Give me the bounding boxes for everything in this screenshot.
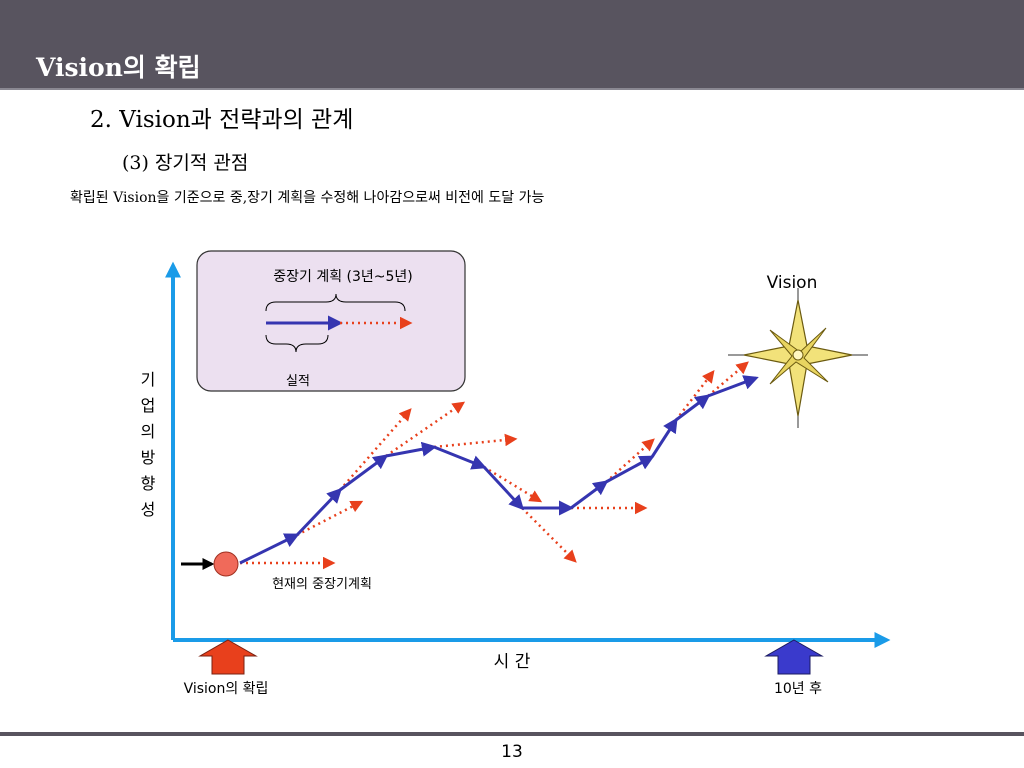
actual-segment xyxy=(675,394,711,422)
actual-segment xyxy=(385,441,437,458)
slide-header: Vision의 확립 xyxy=(0,0,1024,88)
ten-years-marker xyxy=(764,639,824,675)
page-number: 13 xyxy=(501,742,523,762)
header-divider xyxy=(0,88,1024,90)
plan-arrow xyxy=(296,500,364,537)
y-axis-label-char: 향 xyxy=(141,474,156,493)
actual-segment xyxy=(239,533,300,565)
plan-arrow xyxy=(339,408,412,491)
vision-star-icon xyxy=(728,288,868,428)
plan-arrow xyxy=(707,361,749,397)
actual-segment xyxy=(605,455,655,484)
current-plan-label: 현재의 중장기계획 xyxy=(272,577,372,592)
start-label: Vision의 확립 xyxy=(184,681,269,697)
vision-establish-marker xyxy=(198,639,258,675)
actual-segment xyxy=(295,487,343,537)
strategy-diagram: 중장기 계획 (3년~5년) 실적 기 업 의 방 향 성 시 간 xyxy=(141,250,891,697)
actual-path xyxy=(239,375,759,565)
y-axis-label: 기 업 의 방 향 성 xyxy=(141,370,156,519)
y-axis-label-char: 방 xyxy=(141,448,156,467)
y-axis-label-char: 의 xyxy=(141,422,156,441)
legend-box: 중장기 계획 (3년~5년) 실적 xyxy=(196,250,466,392)
y-axis-label-char: 업 xyxy=(141,396,156,415)
start-circle xyxy=(213,551,239,577)
plan-arrow xyxy=(483,465,543,503)
description-text: 확립된 Vision을 기준으로 중,장기 계획을 수정해 나아감으로써 비전에… xyxy=(70,190,545,206)
legend-title: 중장기 계획 (3년~5년) xyxy=(273,269,413,285)
actual-segment xyxy=(482,465,525,511)
actual-segment xyxy=(433,445,487,470)
legend-brace-bottom xyxy=(265,334,329,353)
actual-segment xyxy=(650,417,678,458)
legend-brace-top xyxy=(265,293,406,312)
y-axis-label-char: 기 xyxy=(141,370,156,389)
actual-segment xyxy=(339,454,389,492)
plan-arrow xyxy=(521,507,577,563)
slide-title: Vision의 확립 xyxy=(36,53,201,82)
actual-segment xyxy=(570,480,609,510)
plan-arrows xyxy=(240,361,749,570)
section-heading: 2. Vision과 전략과의 관계 xyxy=(90,107,354,133)
plan-arrow xyxy=(433,433,518,449)
vision-label: Vision xyxy=(767,273,818,293)
y-axis-label-char: 성 xyxy=(141,500,156,519)
plan-arrow xyxy=(605,438,655,483)
legend-actual-label: 실적 xyxy=(286,374,310,389)
footer-divider xyxy=(0,732,1024,736)
end-label: 10년 후 xyxy=(774,681,822,697)
x-axis-label: 시 간 xyxy=(494,652,531,672)
actual-segment xyxy=(707,375,759,398)
subsection-heading: (3) 장기적 관점 xyxy=(122,152,249,174)
